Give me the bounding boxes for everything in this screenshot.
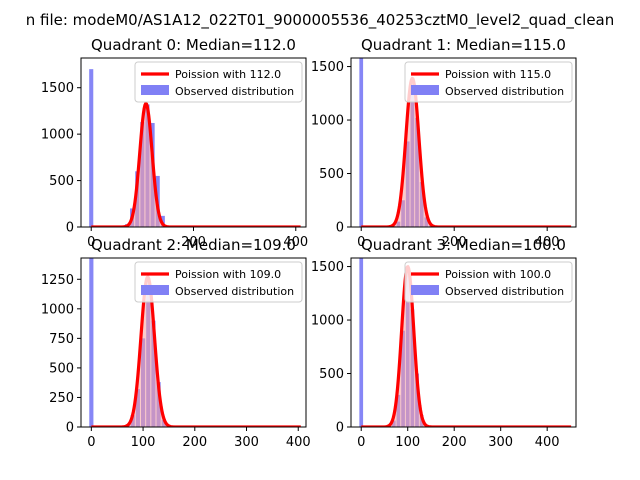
y-tick-label: 1000	[41, 302, 74, 317]
y-tick-label: 1000	[311, 314, 344, 329]
legend-curve-label: Poission with 109.0	[175, 268, 281, 281]
panel-title: Quadrant 3: Median=100.0	[361, 236, 566, 254]
panel-quadrant-1: 0 200 400 0 500 1000 1500 Poission with 115.0 Ob…	[311, 36, 577, 250]
legend-curve-label: Poission with 115.0	[445, 68, 551, 81]
poisson-fill	[361, 266, 572, 427]
plot-area	[359, 58, 573, 227]
x-tick-label: 0	[87, 235, 95, 250]
panel-quadrant-2: 0 100 200 300 400 0 250 500 750 1000 1250 Poission …	[41, 236, 311, 450]
y-tick-label: 0	[336, 421, 344, 436]
y-tick-label: 1000	[41, 128, 74, 143]
legend-curve-label: Poission with 112.0	[175, 68, 281, 81]
poisson-curve	[90, 102, 302, 227]
y-tick-label: 500	[319, 167, 344, 182]
panel-title: Quadrant 0: Median=112.0	[91, 36, 296, 54]
x-tick-label: 300	[234, 435, 259, 450]
plot-area	[359, 258, 573, 427]
axes-frame	[350, 257, 577, 428]
y-tick-label: 1250	[41, 273, 74, 288]
x-tick-label: 200	[182, 435, 207, 450]
axes-frame	[350, 57, 577, 228]
y-tick-label: 500	[49, 361, 74, 376]
legend-box	[134, 61, 303, 103]
legend-bar-label: Observed distribution	[175, 285, 294, 298]
x-tick-label: 200	[181, 235, 206, 250]
legend-box	[404, 61, 573, 103]
poisson-curve	[360, 265, 573, 427]
panel-title: Quadrant 2: Median=109.0	[91, 236, 296, 254]
y-tick-label: 500	[49, 174, 74, 189]
histogram-bar	[89, 258, 94, 427]
histogram-bar	[89, 69, 94, 227]
x-tick-label: 400	[535, 235, 560, 250]
poisson-fill	[361, 78, 572, 227]
y-tick-label: 750	[49, 332, 74, 347]
legend-box	[404, 261, 573, 303]
panel-quadrant-3: 0 100 200 300 400 0 500 1000 1500 Poission with 1…	[311, 236, 577, 450]
y-tick-label: 250	[49, 391, 74, 406]
y-tick-label: 1500	[311, 60, 344, 75]
poisson-fill	[91, 103, 301, 227]
panel-title: Quadrant 1: Median=115.0	[361, 36, 566, 54]
x-tick-label: 0	[357, 235, 365, 250]
x-tick-label: 200	[442, 235, 467, 250]
axes-frame	[80, 257, 307, 428]
legend-box	[134, 261, 303, 303]
histogram-bar	[359, 258, 364, 427]
x-tick-label: 400	[286, 435, 311, 450]
x-tick-label: 0	[87, 435, 95, 450]
y-tick-label: 0	[66, 221, 74, 236]
plot-area	[89, 69, 302, 227]
x-tick-label: 200	[442, 435, 467, 450]
x-tick-label: 0	[357, 435, 365, 450]
legend-bar-swatch	[141, 85, 169, 95]
x-tick-label: 300	[488, 435, 513, 450]
y-tick-label: 1500	[311, 260, 344, 275]
y-tick-label: 0	[336, 221, 344, 236]
y-tick-label: 1500	[41, 81, 74, 96]
x-tick-label: 100	[395, 435, 420, 450]
legend-bar-swatch	[411, 85, 439, 95]
x-tick-label: 400	[283, 235, 308, 250]
legend-bar-swatch	[141, 285, 169, 295]
legend-bar-label: Observed distribution	[175, 85, 294, 98]
x-tick-label: 400	[535, 435, 560, 450]
legend-bar-swatch	[411, 285, 439, 295]
y-tick-label: 1000	[311, 114, 344, 129]
legend-bar-label: Observed distribution	[445, 285, 564, 298]
poisson-curve	[360, 76, 573, 227]
x-tick-label: 100	[131, 435, 156, 450]
panel-quadrant-0: 0 200 400 0 500 1000 1500 Poission with 112.0 Ob…	[41, 36, 308, 250]
plot-area	[89, 258, 302, 427]
histogram-bar	[359, 58, 364, 227]
legend-bar-label: Observed distribution	[445, 85, 564, 98]
figure-title: n file: modeM0/AS1A12_022T01_9000005536_…	[26, 11, 615, 30]
poisson-curve	[90, 275, 302, 427]
y-tick-label: 0	[66, 421, 74, 436]
legend-curve-label: Poission with 100.0	[445, 268, 551, 281]
y-tick-label: 500	[319, 367, 344, 382]
